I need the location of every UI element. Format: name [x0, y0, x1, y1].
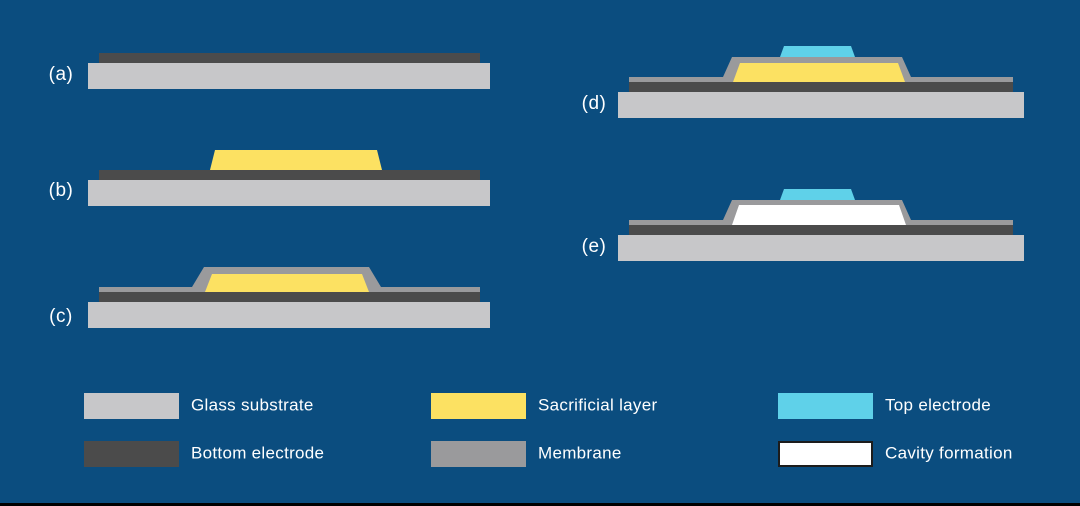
legend-swatch-glass-substrate: [84, 393, 179, 419]
sacrificial-layer-shape: [210, 150, 382, 170]
glass-substrate-shape: [88, 63, 490, 89]
sacrificial-layer-shape: [733, 63, 905, 82]
legend-label-cavity-formation: Cavity formation: [885, 443, 1013, 463]
step-c-diagram: [88, 267, 490, 328]
bottom-electrode-shape: [99, 170, 480, 180]
step-label-e: (e): [581, 236, 607, 257]
step-e-diagram: [618, 189, 1024, 261]
top-electrode-shape: [780, 189, 855, 200]
glass-substrate-shape: [88, 302, 490, 328]
legend-label-top-electrode: Top electrode: [885, 395, 991, 415]
step-b-diagram: [88, 150, 490, 206]
bottom-electrode-shape: [629, 225, 1013, 235]
legend-label-glass-substrate: Glass substrate: [191, 395, 314, 415]
cavity-formation-shape: [732, 205, 906, 225]
legend-swatch-membrane: [431, 441, 526, 467]
legend-swatch-top-electrode: [778, 393, 873, 419]
step-label-d: (d): [581, 93, 607, 114]
legend-swatch-bottom-electrode: [84, 441, 179, 467]
figure-bottom-border: [0, 503, 1080, 506]
step-label-c: (c): [49, 306, 73, 327]
bottom-electrode-shape: [99, 292, 480, 302]
legend-swatch-cavity-formation: [778, 441, 873, 467]
top-electrode-shape: [780, 46, 855, 57]
glass-substrate-shape: [618, 92, 1024, 118]
legend-label-sacrificial-layer: Sacrificial layer: [538, 395, 658, 415]
step-label-b: (b): [48, 180, 74, 201]
sacrificial-layer-shape: [205, 274, 369, 292]
step-d-diagram: [618, 46, 1024, 118]
legend-label-membrane: Membrane: [538, 443, 622, 463]
bottom-electrode-shape: [99, 53, 480, 63]
glass-substrate-shape: [88, 180, 490, 206]
legend-swatch-sacrificial-layer: [431, 393, 526, 419]
legend-label-bottom-electrode: Bottom electrode: [191, 443, 325, 463]
bottom-electrode-shape: [629, 82, 1013, 92]
step-a-diagram: [88, 53, 490, 89]
step-label-a: (a): [48, 64, 74, 85]
glass-substrate-shape: [618, 235, 1024, 261]
